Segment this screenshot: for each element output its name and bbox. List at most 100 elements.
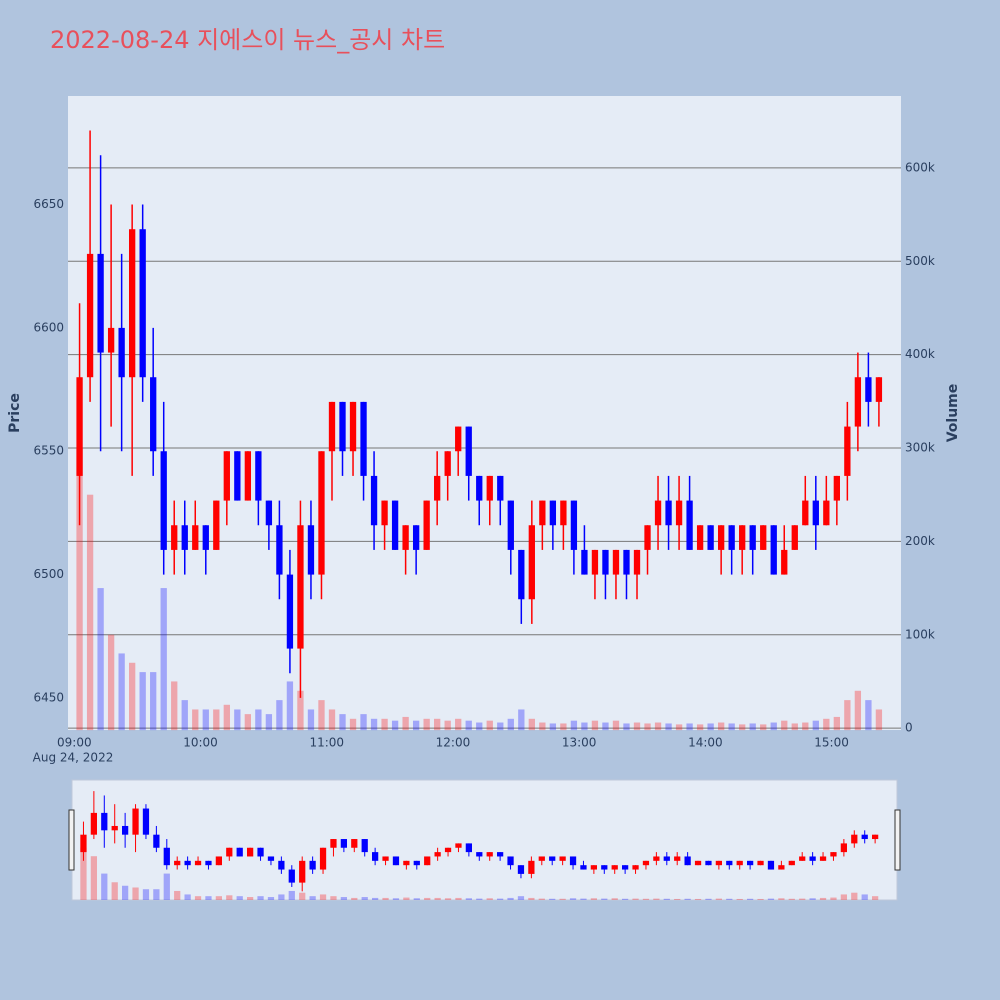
mini-candle-body [267,856,275,861]
y2-tick-label: 100k [905,627,935,641]
volume-bar [707,723,714,731]
volume-bar [739,724,746,731]
mini-volume-bar [80,847,87,900]
x-tick-label: 12:00 [436,736,471,750]
mini-volume-bar [538,898,545,900]
mini-volume-bar [694,898,702,900]
mini-candle-body [444,847,452,853]
mini-candle-body [340,839,347,848]
volume-bar [223,704,230,731]
mini-volume-bar [663,898,670,900]
range-handle[interactable] [68,809,75,871]
mini-volume-bar [497,898,504,900]
volume-bar [717,722,725,731]
candle-body [686,500,693,550]
candle-body [749,525,756,550]
candle-body [402,525,409,550]
candle-body [707,525,714,550]
volume-bar [875,709,883,731]
candle-body [107,327,115,353]
mini-candle-body [413,860,420,866]
range-handle[interactable] [894,809,901,871]
volume-bar [213,709,220,731]
mini-volume-bar [507,897,514,900]
volume-bar [486,720,493,731]
mini-candle-body [319,847,327,870]
candle-body [360,401,367,476]
volume-bar [202,709,209,731]
mini-volume-bar [267,897,275,900]
candle-body [118,327,125,378]
candle-body [76,377,83,476]
mini-candle-body [278,860,285,870]
candle-body [139,229,146,378]
mini-volume-bar [830,897,837,900]
mini-volume-bar [194,896,202,900]
candle-body [812,500,819,526]
volume-bar [654,722,662,731]
volume-bar [696,724,704,731]
mini-volume-bar [340,897,347,900]
mini-candle-body [611,865,618,870]
volume-bar [602,722,609,731]
candle-body [875,377,883,402]
mini-volume-bar [455,897,462,900]
mini-candle-body [851,834,858,844]
y-axis-label: Price [7,393,23,433]
mini-candle-body [122,825,129,835]
candle-body [644,525,651,550]
volume-bar [665,723,672,731]
mini-volume-bar [403,897,410,900]
volume-bar [129,662,136,731]
mini-candle-body [528,860,535,874]
mini-candle-body [382,856,389,861]
volume-bar [507,718,514,731]
candle-body [549,500,557,526]
mini-volume-bar [132,887,139,900]
mini-candle-body [747,860,754,866]
plot-area [68,96,901,730]
mini-volume-bar [184,894,191,900]
volume-bar [823,718,830,731]
volume-bar [423,718,430,731]
mini-volume-bar [215,896,222,900]
candle-body [570,500,578,550]
volume-bar [686,723,693,731]
volume-bar [791,723,798,731]
range-slider[interactable] [71,779,898,901]
candle-body [591,549,599,575]
x-tick-label: 13:00 [562,736,597,750]
volume-bar [370,718,378,731]
volume-bar [265,714,273,731]
candle-body [560,500,567,526]
candle-body [770,525,777,575]
volume-bar [107,634,115,731]
y2-tick-label: 600k [905,160,935,174]
mini-candle-body [861,834,868,840]
candle-body [276,525,283,575]
candle-body [328,401,336,452]
x-tick-label: 09:00 [57,736,92,750]
volume-bar [844,700,851,731]
volume-bar [802,722,809,731]
volume-bar [150,672,157,731]
candle-body [129,229,136,378]
mini-volume-bar [851,892,858,900]
candle-body [286,574,294,649]
mini-candle-body [174,860,181,866]
mini-candle-body [465,843,472,853]
y-tick-label: 6550 [33,444,64,458]
mini-volume-bar [122,885,129,900]
mini-candle-body [517,865,525,874]
mini-volume-bar [715,898,722,900]
candle-body [507,500,514,550]
candle-body [476,475,483,501]
mini-volume-bar [809,898,816,900]
mini-volume-bar [819,897,827,900]
mini-candle-body [424,856,431,866]
mini-candle-body [434,852,441,857]
mini-candle-body [799,856,806,861]
candle-body [150,377,157,452]
candle-body [97,253,104,353]
candle-body [381,500,388,526]
